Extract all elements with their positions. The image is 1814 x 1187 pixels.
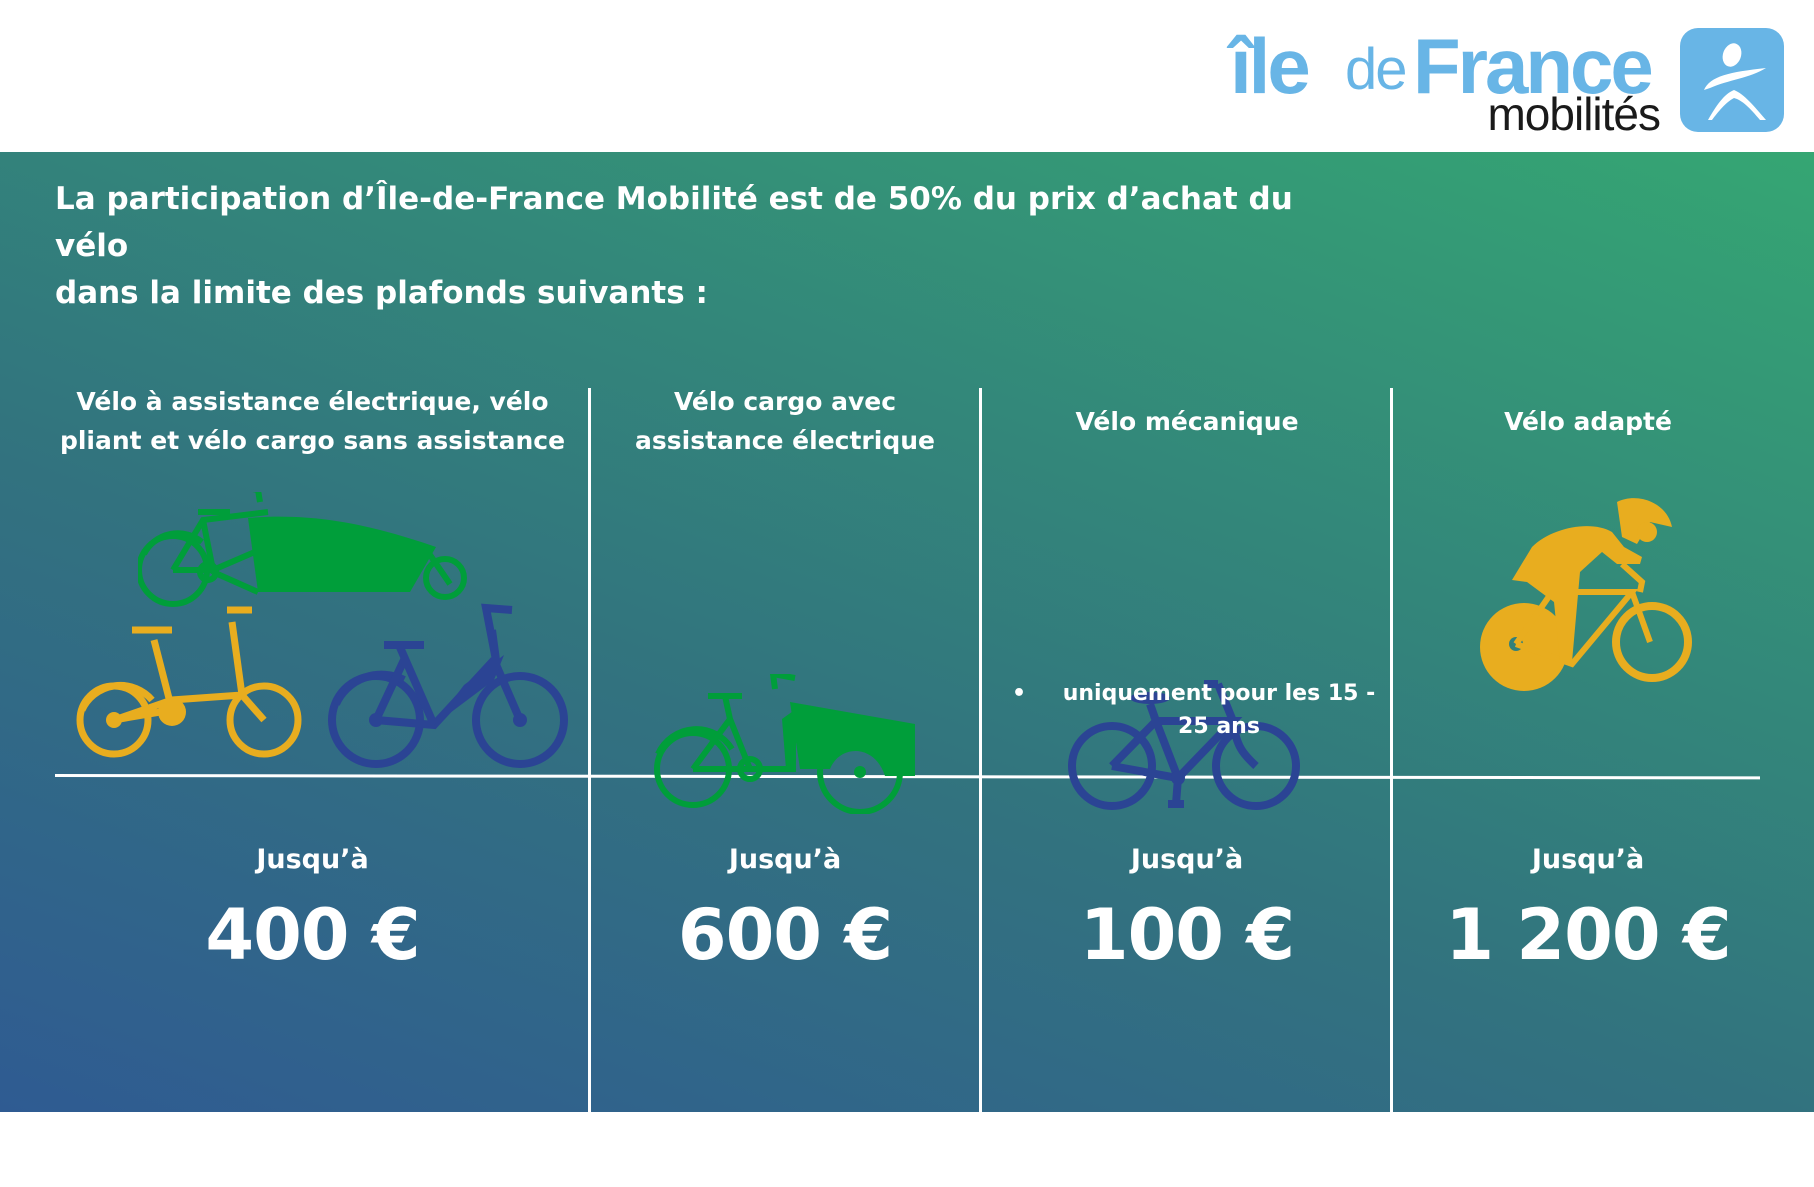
infographic-body: La participation d’Île-de-France Mobilit… (0, 152, 1814, 1187)
divider-end-dot-3 (1385, 1175, 1397, 1187)
ceiling-amount-3: 100 € (1079, 894, 1295, 976)
logo-wordmark: île de France mobilités (1230, 22, 1661, 140)
column-title-3: Vélo mécanique (1075, 407, 1299, 436)
intro-line-1: La participation d’Île-de-France Mobilit… (55, 181, 1293, 264)
column-divider-2 (979, 388, 982, 1176)
ile-de-france-mobilites-person-icon (1680, 28, 1784, 132)
logo-ile: île (1230, 22, 1311, 110)
ceiling-amount-4: 1 200 € (1445, 894, 1731, 976)
divider-end-dot-2 (974, 1175, 986, 1187)
logo-de: de (1345, 37, 1407, 102)
divider-end-dot-1 (583, 1175, 595, 1187)
bullet-icon: • (1012, 681, 1027, 706)
ceiling-prefix-1: Jusqu’à (256, 844, 369, 875)
folding-bike-icon (76, 606, 302, 758)
header: île de France mobilités (0, 0, 1814, 152)
intro-text: La participation d’Île-de-France Mobilit… (55, 176, 1355, 317)
column-title-4: Vélo adapté (1504, 407, 1672, 436)
logo-mobilites: mobilités (1487, 88, 1661, 140)
column-title-2: Vélo cargo avec assistance électrique (635, 387, 935, 455)
age-restriction-note: • uniquement pour les 15 - 25 ans (1012, 677, 1392, 743)
bicycle-icon (1068, 680, 1300, 810)
logo-france: France (1413, 22, 1654, 110)
column-divider-1 (588, 388, 591, 1176)
ceiling-amount-2: 600 € (677, 894, 893, 976)
ceiling-amount-1: 400 € (205, 894, 420, 976)
cyclist-icon (1480, 498, 1692, 691)
ceiling-prefix-3: Jusqu’à (1130, 844, 1244, 875)
column-title-1: Vélo à assistance électrique, vélo plian… (59, 387, 566, 455)
electric-bike-icon (328, 603, 568, 768)
intro-line-2: dans la limite des plafonds suivants : (55, 275, 708, 311)
ceiling-prefix-2: Jusqu’à (728, 844, 842, 875)
cargo-bike-icon (138, 492, 467, 607)
ile-de-france-mobilites-logo: île de France mobilités (1230, 22, 1784, 140)
column-divider-3 (1390, 388, 1393, 1176)
electric-cargo-bike-icon (654, 674, 915, 814)
ceiling-prefix-4: Jusqu’à (1531, 844, 1645, 875)
